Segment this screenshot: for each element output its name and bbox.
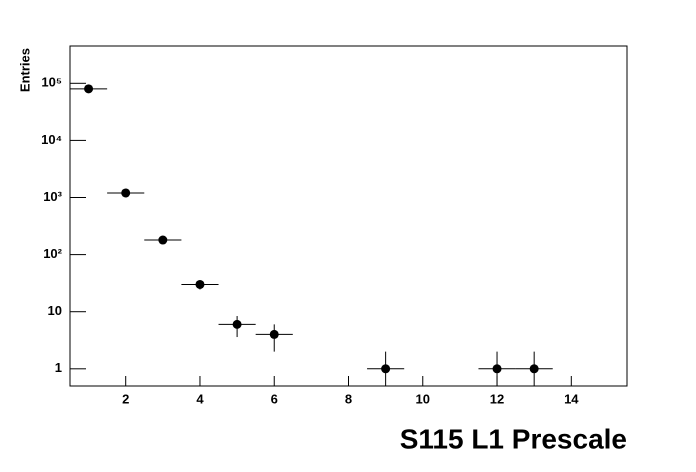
y-axis-label: Entries xyxy=(17,48,32,92)
data-point xyxy=(195,279,205,289)
x-tick-label: 8 xyxy=(345,391,352,406)
y-tick-label: 10³ xyxy=(43,189,62,204)
data-point xyxy=(232,319,242,329)
x-tick-label: 4 xyxy=(196,391,204,406)
y-tick-label: 10 xyxy=(48,303,62,318)
data-point xyxy=(121,188,131,198)
data-point xyxy=(529,364,539,374)
y-tick-label: 1 xyxy=(55,360,62,375)
data-point xyxy=(381,364,391,374)
y-tick-label: 10⁴ xyxy=(41,132,62,147)
data-point xyxy=(492,364,502,374)
x-tick-label: 14 xyxy=(564,391,579,406)
x-tick-label: 2 xyxy=(122,391,129,406)
x-tick-label: 10 xyxy=(416,391,430,406)
data-point xyxy=(84,84,94,94)
data-point xyxy=(269,329,279,339)
plot-frame xyxy=(69,45,628,387)
data-point xyxy=(158,235,168,245)
x-tick-label: 6 xyxy=(271,391,278,406)
x-tick-label: 12 xyxy=(490,391,504,406)
y-tick-label: 10⁵ xyxy=(41,75,62,90)
y-tick-label: 10² xyxy=(43,246,62,261)
chart-title: S115 L1 Prescale xyxy=(400,423,627,454)
